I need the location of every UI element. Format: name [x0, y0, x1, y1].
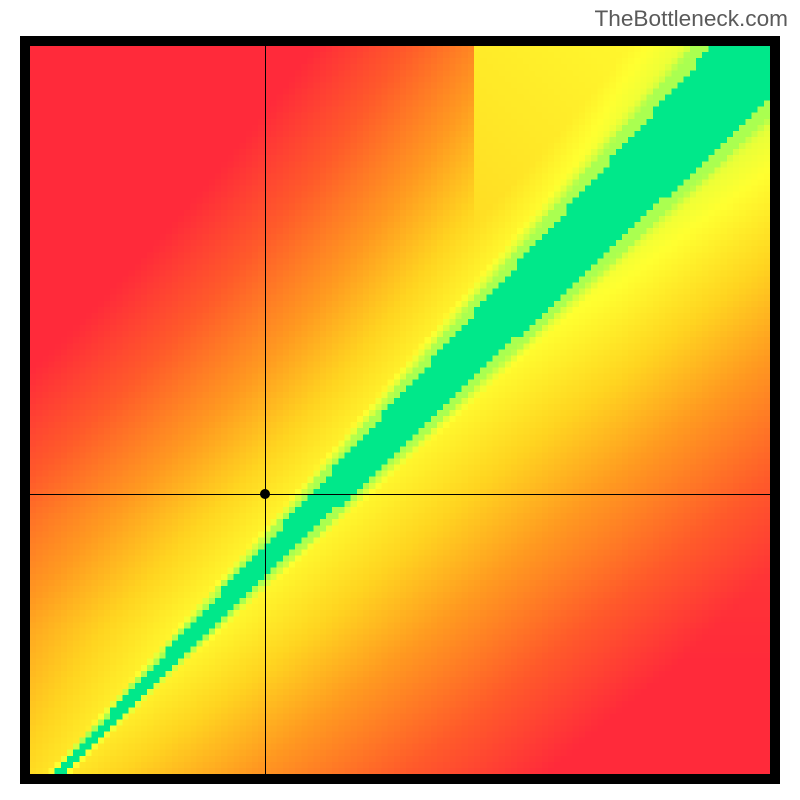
crosshair-horizontal: [30, 494, 770, 495]
watermark-text: TheBottleneck.com: [594, 6, 788, 32]
heatmap-canvas: [30, 46, 770, 774]
crosshair-marker: [260, 489, 270, 499]
crosshair-vertical: [265, 46, 266, 774]
